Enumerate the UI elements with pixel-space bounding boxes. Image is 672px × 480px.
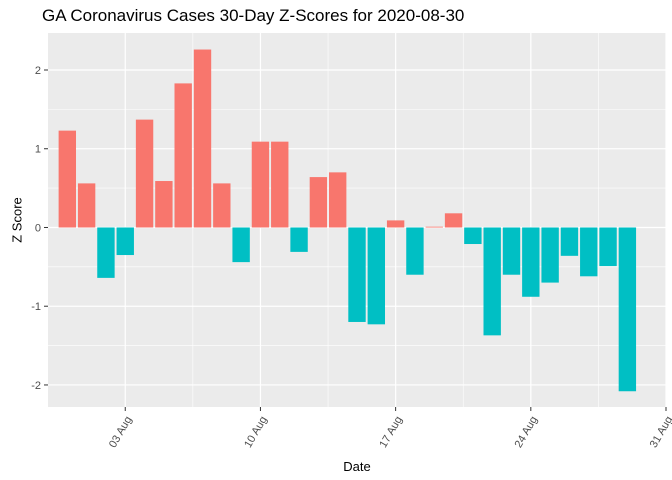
bar-2020-08-14 (328, 172, 347, 228)
bar-2020-08-09 (232, 227, 250, 263)
bar-2020-08-17 (386, 220, 405, 228)
bar-2020-08-10 (251, 141, 270, 228)
bar-2020-08-23 (502, 227, 521, 275)
bar-2020-08-18 (406, 227, 424, 275)
bar-2020-08-05 (155, 181, 173, 228)
y-tick-label: 2 (35, 65, 41, 77)
bar-2020-08-21 (464, 227, 482, 245)
bar-2020-08-15 (348, 227, 366, 322)
x-tick-label: 24 Aug (513, 414, 541, 450)
x-tick-label: 10 Aug (242, 414, 270, 450)
bar-2020-08-03 (116, 227, 134, 256)
x-axis-title: Date (343, 459, 370, 474)
bar-2020-08-01 (77, 183, 96, 228)
bar-2020-08-06 (174, 83, 192, 228)
bar-2020-07-31 (58, 130, 77, 228)
bar-2020-08-12 (290, 227, 308, 252)
bar-2020-08-02 (97, 227, 115, 278)
bar-2020-08-25 (541, 227, 559, 283)
bar-2020-08-16 (367, 227, 386, 325)
bar-2020-08-20 (444, 213, 463, 228)
grid-lines (48, 33, 667, 407)
x-tick-label: 31 Aug (648, 414, 672, 450)
bar-2020-08-27 (580, 227, 598, 277)
bar-2020-08-11 (271, 141, 289, 228)
bar-2020-08-08 (213, 183, 231, 228)
x-tick-label: 03 Aug (107, 414, 135, 450)
bar-2020-08-19 (425, 226, 443, 228)
bar-2020-08-13 (309, 177, 328, 228)
bar-2020-08-28 (599, 227, 617, 267)
y-tick-label: 1 (35, 144, 41, 156)
bar-2020-08-24 (522, 227, 540, 297)
bar-2020-08-04 (135, 119, 154, 228)
bar-2020-08-07 (193, 49, 212, 228)
bar-2020-08-26 (560, 227, 579, 256)
x-tick-label: 17 Aug (377, 414, 405, 450)
bar-2020-08-22 (483, 227, 501, 336)
bar-2020-08-29 (618, 227, 637, 392)
bars (58, 49, 637, 392)
chart-title: GA Coronavirus Cases 30-Day Z-Scores for… (42, 6, 465, 25)
y-tick-label: -2 (31, 380, 41, 392)
y-axis-title: Z Score (10, 197, 25, 243)
y-tick-label: -1 (31, 301, 41, 313)
y-tick-label: 0 (35, 222, 41, 234)
